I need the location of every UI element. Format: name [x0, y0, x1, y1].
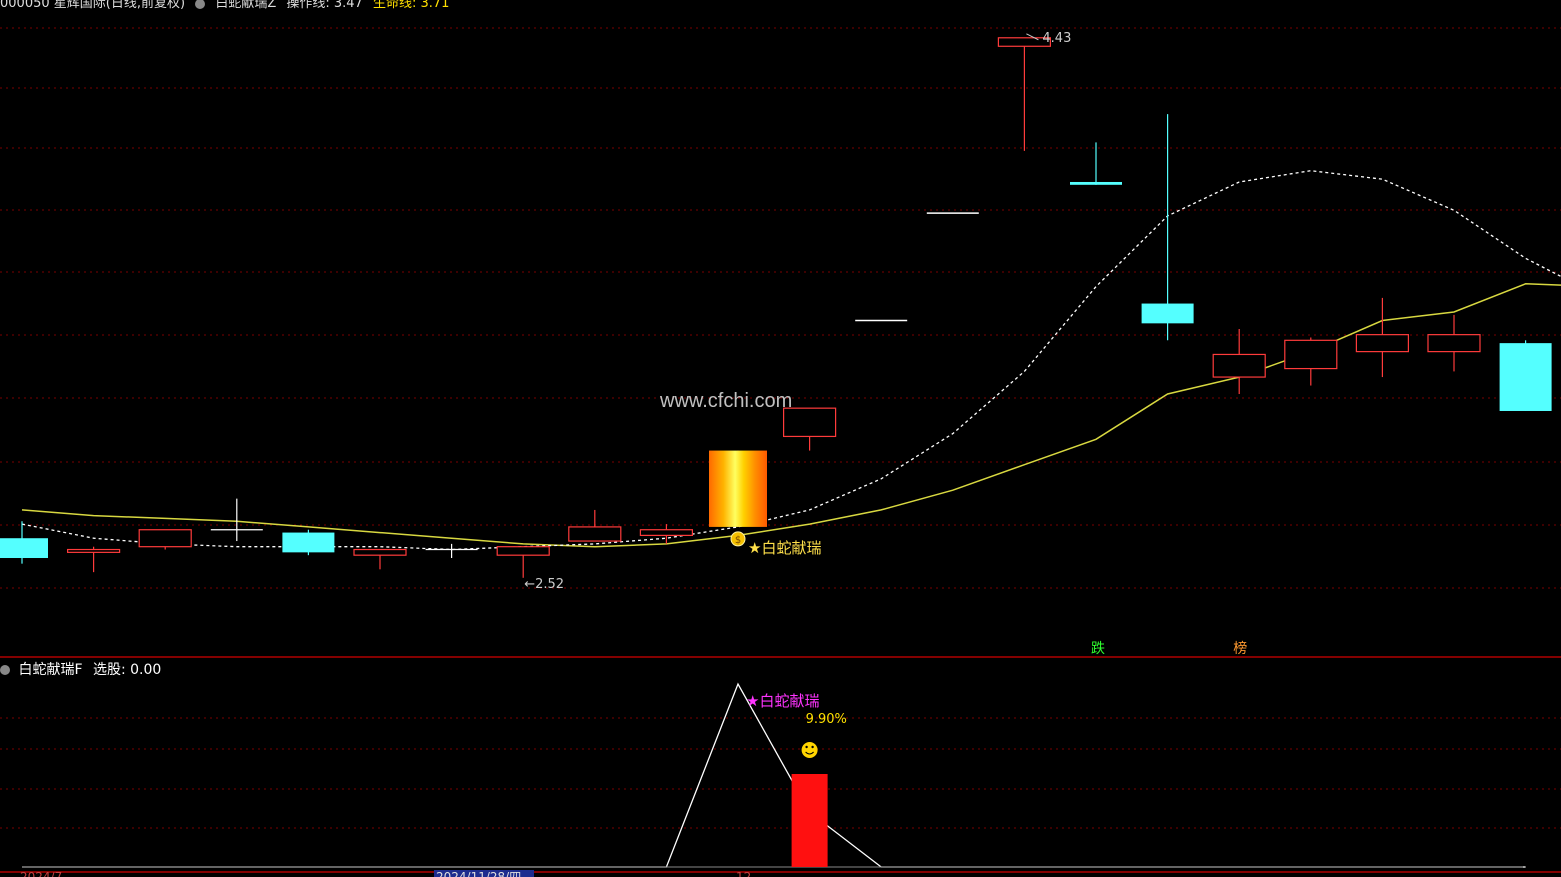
candle	[353, 548, 407, 570]
sub-indicator-name: 白蛇献瑞F	[18, 662, 83, 678]
sub-pct-label: 9.90%	[806, 712, 847, 727]
candle	[1355, 297, 1410, 378]
candle	[66, 546, 121, 573]
candle	[496, 546, 550, 578]
low-price-label: ←2.52	[524, 577, 564, 592]
candle-body	[353, 548, 407, 556]
sub-indicator-value: 选股: 0.00	[92, 662, 162, 678]
smiley-eye	[811, 745, 814, 749]
high-arrow	[1026, 33, 1039, 41]
candle-body	[1212, 353, 1266, 378]
candle	[425, 543, 478, 559]
smiley-icon	[801, 742, 818, 758]
tag-rank: 榜	[1233, 640, 1247, 657]
candle	[282, 529, 335, 556]
candle	[709, 450, 767, 527]
candle	[0, 521, 48, 564]
candle	[210, 498, 263, 542]
signal-label: ★白蛇献瑞	[748, 539, 821, 557]
candle	[1499, 340, 1552, 411]
watermark: www.cfchi.com	[660, 390, 793, 412]
candle-body	[1499, 343, 1552, 411]
candle-body	[282, 532, 335, 553]
footer-date-right: 12	[736, 870, 751, 877]
coin-icon	[730, 531, 746, 547]
sub-signal-line	[22, 682, 1526, 868]
candle-body	[1427, 334, 1481, 353]
smiley-eye	[805, 745, 808, 749]
candle-body	[782, 407, 837, 438]
indicator-name: 白蛇献瑞Z	[215, 0, 277, 11]
candle-body	[1284, 339, 1338, 370]
candle-body	[997, 37, 1052, 47]
signal-candle-body	[709, 450, 767, 527]
candle	[782, 407, 837, 451]
candle	[639, 524, 694, 544]
coin-icon-glyph: $	[735, 535, 741, 546]
candle	[1427, 314, 1481, 372]
op-line-value: 操作线: 3.47	[286, 0, 363, 11]
candle-body	[0, 538, 48, 559]
footer-date-left: 2024/7	[20, 870, 62, 877]
candle-body	[568, 526, 622, 542]
smiley-mouth	[805, 751, 814, 755]
candle-body	[1355, 334, 1410, 353]
candle	[138, 529, 192, 550]
candle-body	[138, 529, 192, 548]
sub-bar	[791, 774, 828, 867]
sub-signal-label: ★白蛇献瑞	[746, 692, 819, 710]
chart-header: 000050 星辉国际(日线,前复权) 白蛇献瑞Z 操作线: 3.47 生命线:…	[0, 0, 455, 11]
candle	[568, 509, 622, 542]
footer-date-mid-bg	[434, 870, 534, 877]
candle	[1141, 114, 1194, 341]
candle-body	[66, 548, 121, 553]
indicator-toggle-icon[interactable]	[195, 0, 206, 9]
candle	[1070, 142, 1122, 185]
candle-body	[496, 546, 550, 556]
candle	[1284, 337, 1338, 386]
candle	[1212, 329, 1266, 395]
sub-indicator-header: 白蛇献瑞F 选股: 0.00	[0, 659, 161, 679]
high-price-label: 4.43	[1042, 31, 1071, 46]
tag-fall: 跌	[1091, 641, 1105, 657]
candle-body	[639, 529, 694, 536]
footer-date-mid: 2024/11/28/四	[436, 870, 521, 877]
life-line-value: 生命线: 3.71	[372, 0, 450, 11]
candle-body	[1141, 303, 1194, 324]
sub-indicator-toggle-icon[interactable]	[0, 665, 10, 675]
candle-body	[1070, 181, 1122, 185]
candle	[997, 37, 1052, 151]
stock-title: 000050 星辉国际(日线,前复权)	[0, 0, 186, 11]
